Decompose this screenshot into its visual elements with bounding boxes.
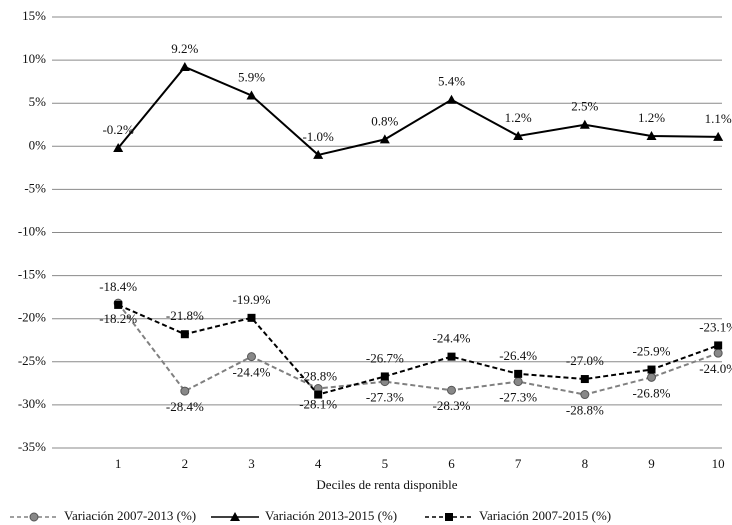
point: [230, 512, 240, 521]
point: [446, 94, 457, 104]
legend-marker: [230, 512, 240, 521]
data-label: -26.8%: [633, 385, 671, 400]
legend-marker: [445, 513, 453, 521]
data-label: -27.3%: [499, 390, 537, 405]
data-label: -28.3%: [433, 398, 471, 413]
point: [447, 352, 456, 361]
point: [114, 300, 123, 309]
data-label: -23.1%: [699, 319, 732, 334]
point: [247, 352, 256, 362]
point: [314, 390, 323, 399]
point: [714, 341, 723, 350]
data-label: -25.9%: [633, 344, 671, 359]
data-label: -24.4%: [233, 365, 271, 380]
x-tick-label: 1: [115, 456, 122, 471]
data-label: 2.5%: [571, 99, 598, 114]
point: [713, 131, 724, 141]
y-tick-label: -5%: [24, 180, 46, 195]
y-tick-label: -30%: [18, 396, 46, 411]
point: [179, 61, 190, 71]
data-label: -1.0%: [302, 129, 334, 144]
y-tick-label: -35%: [18, 439, 46, 454]
data-label: -18.4%: [99, 279, 137, 294]
data-label: 0.8%: [371, 113, 398, 128]
y-tick-label: -10%: [18, 223, 46, 238]
point: [180, 386, 190, 396]
point: [246, 90, 257, 100]
data-label: -26.4%: [499, 348, 537, 363]
point: [313, 149, 324, 159]
point: [647, 365, 656, 374]
x-tick-label: 6: [448, 456, 455, 471]
point: [713, 348, 723, 358]
data-label: -24.0%: [699, 361, 732, 376]
x-tick-label: 8: [582, 456, 589, 471]
data-label: -28.1%: [299, 397, 337, 412]
series-line: [117, 65, 719, 157]
legend-label: Variación 2007-2013 (%): [64, 508, 196, 523]
point: [580, 375, 589, 384]
data-label: -28.8%: [299, 369, 337, 384]
x-axis-title: Deciles de renta disponible: [316, 477, 457, 492]
legend-marker: [29, 512, 39, 522]
data-label: -24.4%: [433, 331, 471, 346]
x-tick-label: 2: [182, 456, 189, 471]
y-tick-label: -15%: [18, 267, 46, 282]
point: [379, 134, 390, 144]
point: [513, 377, 523, 387]
y-tick-label: -25%: [18, 353, 46, 368]
data-label: -21.8%: [166, 308, 204, 323]
data-label: -0.2%: [102, 122, 134, 137]
point: [445, 513, 453, 521]
x-tick-label: 10: [712, 456, 725, 471]
point: [580, 390, 590, 400]
y-tick-label: 10%: [22, 51, 46, 66]
data-label: 5.9%: [238, 69, 265, 84]
data-label: -18.2%: [99, 311, 137, 326]
legend-label: Variación 2013-2015 (%): [265, 508, 397, 523]
y-tick-label: 15%: [22, 8, 46, 23]
data-label: -27.0%: [566, 353, 604, 368]
series-line: [117, 303, 719, 396]
data-label: -19.9%: [233, 292, 271, 307]
data-label: 1.2%: [638, 110, 665, 125]
data-label: 9.2%: [171, 41, 198, 56]
point: [29, 512, 39, 522]
point: [513, 130, 524, 140]
y-tick-label: -20%: [18, 310, 46, 325]
x-tick-label: 5: [382, 456, 389, 471]
data-label: 1.1%: [705, 111, 732, 126]
x-tick-label: 3: [248, 456, 255, 471]
point: [247, 313, 256, 322]
point: [447, 385, 456, 395]
point: [646, 130, 657, 140]
series-line: [117, 302, 719, 396]
x-tick-label: 9: [648, 456, 655, 471]
point: [647, 372, 656, 382]
data-label: 5.4%: [438, 74, 465, 89]
data-label: -26.7%: [366, 350, 404, 365]
y-tick-label: 5%: [29, 94, 47, 109]
data-label: 1.2%: [505, 110, 532, 125]
x-tick-label: 4: [315, 456, 322, 471]
legend-label: Variación 2007-2015 (%): [479, 508, 611, 523]
point: [380, 372, 389, 381]
x-tick-label: 7: [515, 456, 522, 471]
data-label: -28.8%: [566, 403, 604, 418]
point: [180, 330, 189, 339]
point: [514, 369, 523, 378]
point: [579, 119, 590, 129]
point: [113, 143, 124, 153]
data-label: -28.4%: [166, 399, 204, 414]
y-tick-label: 0%: [29, 137, 47, 152]
data-label: -27.3%: [366, 390, 404, 405]
